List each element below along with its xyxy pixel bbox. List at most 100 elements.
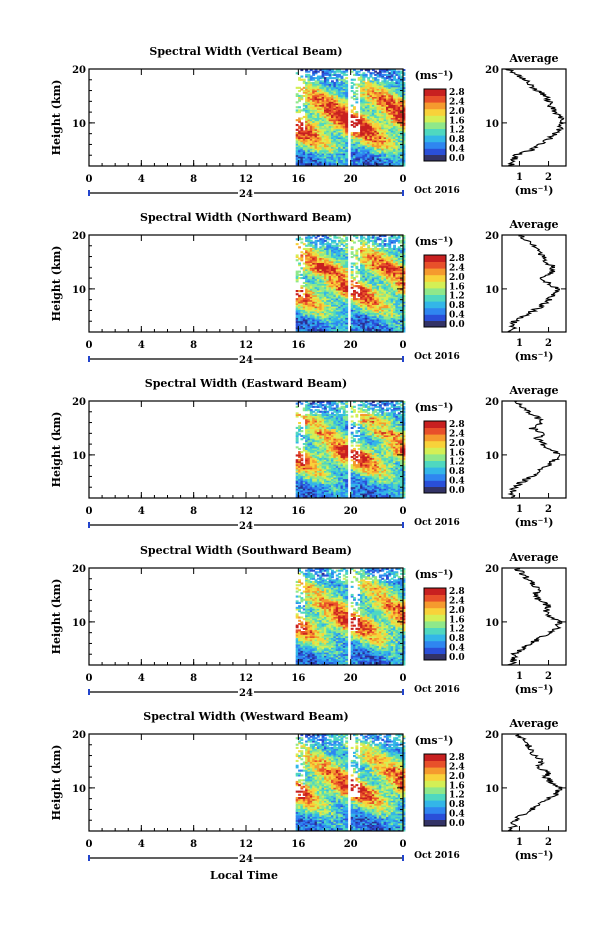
heatmap-cell bbox=[397, 272, 401, 275]
heatmap-cell bbox=[400, 328, 403, 331]
heatmap-cell bbox=[324, 159, 327, 162]
heatmap-cell bbox=[364, 319, 368, 322]
heatmap-cell bbox=[345, 138, 349, 141]
heatmap-cell bbox=[298, 246, 301, 249]
heatmap-cell bbox=[338, 133, 341, 136]
heatmap-cell bbox=[388, 85, 392, 88]
heatmap-cell bbox=[390, 280, 394, 283]
heatmap-cell bbox=[300, 302, 304, 305]
heatmap-cell bbox=[367, 114, 371, 117]
heatmap-cell bbox=[298, 146, 301, 149]
heatmap-cell bbox=[367, 267, 371, 270]
heatmap-cell bbox=[314, 72, 318, 75]
heatmap-cell bbox=[381, 252, 385, 255]
heatmap-cell bbox=[338, 273, 341, 276]
heatmap-cell bbox=[319, 291, 323, 294]
heatmap-cell bbox=[312, 156, 316, 159]
heatmap-cell bbox=[360, 288, 363, 291]
heatmap-cell bbox=[388, 114, 392, 117]
heatmap-cell bbox=[397, 239, 401, 242]
heatmap-cell bbox=[402, 91, 406, 94]
heatmap-cell bbox=[340, 277, 344, 280]
heatmap-cell bbox=[338, 81, 341, 84]
heatmap-cell bbox=[362, 327, 366, 330]
heatmap-cell bbox=[362, 81, 366, 84]
heatmap-cell bbox=[386, 270, 389, 273]
heatmap-cell bbox=[350, 162, 354, 165]
heatmap-cell bbox=[350, 251, 354, 254]
heatmap-cell bbox=[345, 161, 349, 164]
heatmap-cell bbox=[326, 101, 330, 104]
heatmap-cell bbox=[307, 99, 311, 102]
heatmap-cell bbox=[345, 132, 349, 135]
heatmap-cell bbox=[383, 283, 387, 286]
heatmap-cell bbox=[302, 151, 306, 154]
heatmap-cell bbox=[360, 109, 363, 112]
heatmap-cell bbox=[331, 296, 334, 299]
heatmap-cell bbox=[314, 143, 318, 146]
heatmap-cell bbox=[345, 254, 349, 257]
heatmap-cell bbox=[331, 325, 334, 328]
heatmap-cell bbox=[400, 70, 403, 73]
heatmap-cell bbox=[360, 77, 363, 80]
heatmap-cell bbox=[381, 159, 385, 162]
heatmap-cell bbox=[376, 272, 380, 275]
heatmap-cell bbox=[376, 72, 380, 75]
heatmap-cell bbox=[324, 111, 327, 114]
heatmap-cell bbox=[376, 319, 380, 322]
heatmap-cell bbox=[305, 249, 308, 252]
heatmap-cell bbox=[388, 120, 392, 123]
heatmap-cell bbox=[321, 259, 325, 262]
heatmap-cell bbox=[338, 83, 341, 86]
heatmap-cell bbox=[307, 157, 311, 160]
heatmap-cell bbox=[378, 151, 382, 154]
heatmap-cell bbox=[295, 317, 299, 320]
heatmap-cell bbox=[397, 302, 401, 305]
heatmap-cell bbox=[386, 320, 389, 323]
heatmap-cell bbox=[395, 257, 399, 260]
heatmap-cell bbox=[353, 149, 356, 152]
heatmap-cell bbox=[314, 281, 318, 284]
heatmap-cell bbox=[371, 299, 375, 302]
heatmap-cell bbox=[340, 117, 344, 120]
heatmap-cell bbox=[302, 107, 306, 110]
heatmap-cell bbox=[326, 119, 330, 122]
heatmap-cell bbox=[338, 99, 341, 102]
heatmap-cell bbox=[393, 298, 396, 301]
heatmap-cell bbox=[388, 304, 392, 307]
colorbar-swatch bbox=[424, 148, 446, 156]
heatmap-cell bbox=[338, 302, 341, 305]
heatmap-cell bbox=[393, 264, 396, 267]
heatmap-cell bbox=[331, 98, 334, 101]
heatmap-cell bbox=[390, 281, 394, 284]
heatmap-cell bbox=[364, 275, 368, 278]
heatmap-cell bbox=[345, 93, 349, 96]
heatmap-cell bbox=[328, 320, 332, 323]
heatmap-cell bbox=[328, 259, 332, 262]
heatmap-cell bbox=[333, 314, 337, 317]
heatmap-cell bbox=[369, 301, 373, 304]
heatmap-cell bbox=[340, 94, 344, 97]
heatmap-cell bbox=[364, 124, 368, 127]
heatmap-cell bbox=[357, 133, 361, 136]
heatmap-cell bbox=[383, 243, 387, 246]
heatmap-cell bbox=[376, 73, 380, 76]
heatmap-cell bbox=[355, 267, 359, 270]
heatmap-cell bbox=[390, 294, 394, 297]
heatmap-cell bbox=[400, 262, 403, 265]
heatmap-cell bbox=[295, 254, 299, 257]
heatmap-cell bbox=[345, 96, 349, 99]
heatmap-cell bbox=[314, 277, 318, 280]
heatmap-cell bbox=[400, 106, 403, 109]
heatmap-cell bbox=[397, 117, 401, 120]
heatmap-cell bbox=[345, 323, 349, 326]
heatmap-cell bbox=[335, 135, 339, 138]
heatmap-cell bbox=[335, 151, 339, 154]
heatmap-cell bbox=[353, 78, 356, 81]
heatmap-cell bbox=[402, 283, 406, 286]
heatmap-cell bbox=[397, 157, 401, 160]
heatmap-cell bbox=[345, 122, 349, 125]
heatmap-cell bbox=[390, 93, 394, 96]
heatmap-cell bbox=[374, 290, 378, 293]
heatmap-cell bbox=[316, 309, 320, 312]
